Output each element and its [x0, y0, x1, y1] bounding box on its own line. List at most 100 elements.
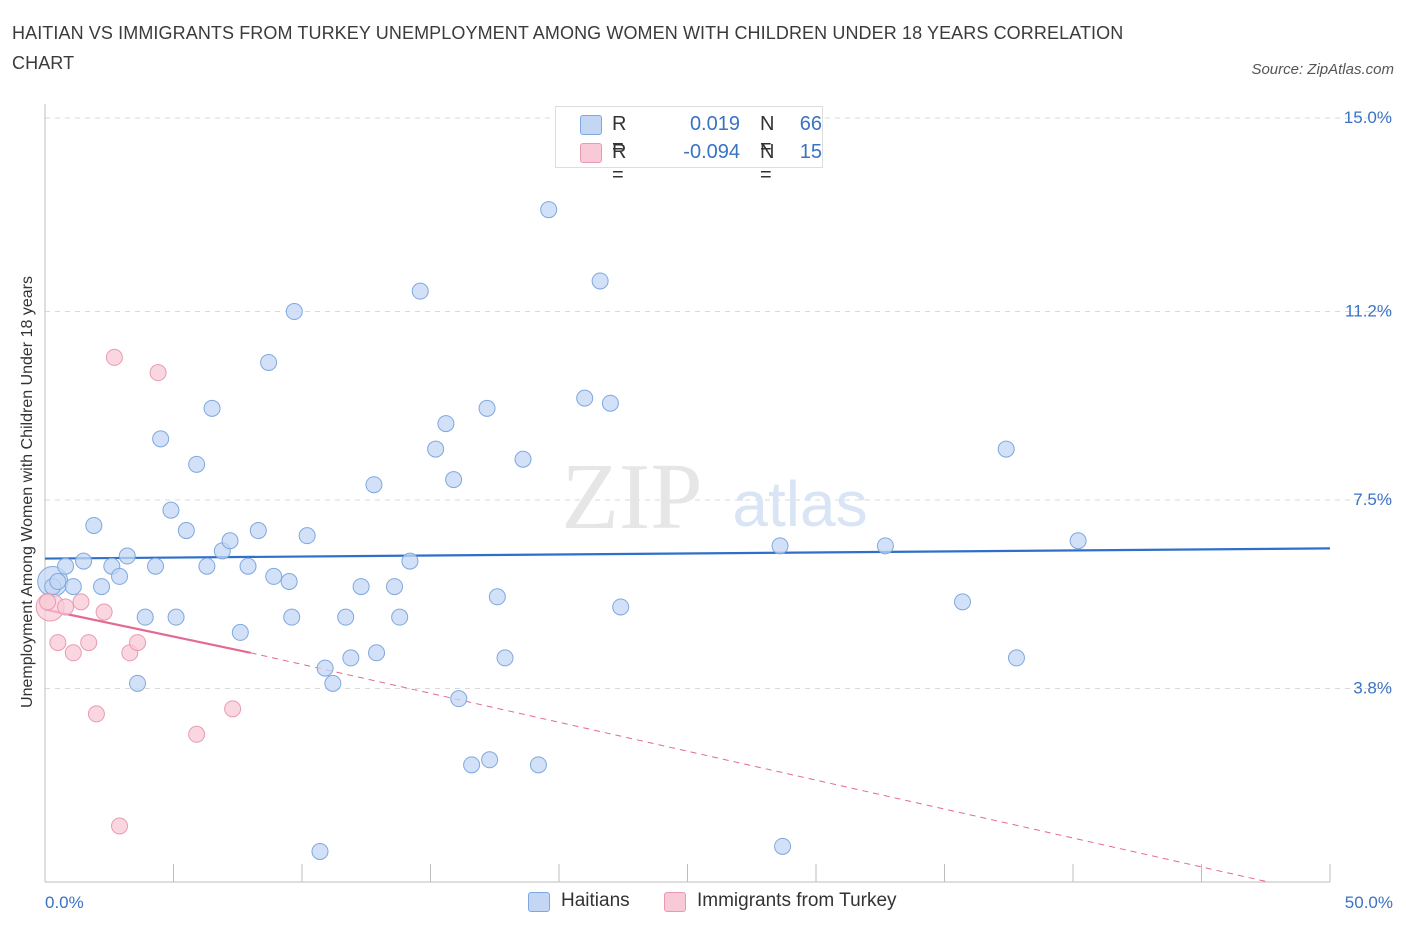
haitians-point: [496, 649, 514, 667]
haitians-point: [401, 552, 419, 570]
haitians-point: [260, 353, 278, 371]
haitians-point: [540, 201, 558, 219]
x-tick-label-max: 50.0%: [1345, 893, 1393, 912]
haitians-point: [198, 557, 216, 575]
haitians-point: [427, 440, 445, 458]
haitians-point: [481, 751, 499, 769]
haitians-point: [147, 557, 165, 575]
watermark-zip: ZIP: [562, 445, 703, 549]
haitians-point: [239, 557, 257, 575]
source-label: Source: ZipAtlas.com: [1251, 61, 1394, 78]
turkey-point: [188, 725, 206, 743]
turkey-point: [87, 705, 105, 723]
haitians-point: [1069, 532, 1087, 550]
turkey-point: [49, 634, 67, 652]
haitians-point: [85, 516, 103, 534]
data-points: [35, 201, 1087, 860]
haitians-point: [64, 578, 82, 596]
n-value: 66: [799, 113, 822, 135]
y-tick-label: 7.5%: [1353, 490, 1392, 509]
haitians-point: [576, 389, 594, 407]
haitians-point: [478, 399, 496, 417]
haitians-point: [774, 837, 792, 855]
haitians-point: [285, 303, 303, 321]
n-label: N =: [760, 113, 775, 158]
haitians-point: [129, 674, 147, 692]
haitians-point: [265, 567, 283, 585]
haitians-point: [75, 552, 93, 570]
haitians-point: [1007, 649, 1025, 667]
haitians-point: [386, 578, 404, 596]
haitians-point: [437, 415, 455, 433]
tick-labels: 3.8% 7.5% 11.2% 15.0% 0.0% 50.0%: [45, 108, 1393, 912]
turkey-point: [129, 634, 147, 652]
turkey-point: [224, 700, 242, 718]
haitians-point: [152, 430, 170, 448]
turkey-point: [72, 593, 90, 611]
haitians-point: [411, 282, 429, 300]
haitians-point: [997, 440, 1015, 458]
haitians-point: [337, 608, 355, 626]
r-value: -0.094: [683, 141, 740, 163]
haitians-point: [203, 399, 221, 417]
legend-label-turkey: Immigrants from Turkey: [697, 890, 897, 911]
haitians-point: [188, 455, 206, 473]
n-label: N =: [760, 141, 775, 186]
haitians-point: [57, 557, 75, 575]
haitians-point: [118, 547, 136, 565]
trend-lines: [44, 547, 1331, 883]
haitians-point: [445, 471, 463, 489]
haitians-point: [283, 608, 301, 626]
haitians-point: [514, 450, 532, 468]
turkey-point: [64, 644, 82, 662]
n-value: 15: [799, 141, 822, 163]
haitians-point: [162, 501, 180, 519]
haitians-point: [221, 532, 239, 550]
haitians-point: [49, 572, 67, 590]
y-tick-label: 3.8%: [1353, 678, 1392, 697]
haitians-point: [771, 537, 789, 555]
haitians-point: [876, 537, 894, 555]
turkey-point: [111, 817, 129, 835]
turkey-trend-extension: [250, 652, 1269, 883]
haitians-point: [529, 756, 547, 774]
haitians-point: [365, 476, 383, 494]
haitians-point: [280, 572, 298, 590]
turkey-point: [80, 634, 98, 652]
haitians-swatch: [580, 115, 602, 135]
turkey-trend-line: [44, 608, 251, 654]
r-label: R =: [612, 141, 627, 186]
haitians-point: [463, 756, 481, 774]
haitians-point: [167, 608, 185, 626]
haitians-point: [391, 608, 409, 626]
haitians-point: [953, 593, 971, 611]
haitians-point: [488, 588, 506, 606]
gridlines: [45, 117, 1392, 689]
chart-title: HAITIAN VS IMMIGRANTS FROM TURKEY UNEMPL…: [12, 23, 1124, 73]
haitians-point: [612, 598, 630, 616]
haitians-point: [298, 527, 316, 545]
haitians-point: [352, 578, 370, 596]
haitians-point: [368, 644, 386, 662]
turkey-swatch: [580, 143, 602, 163]
haitians-point: [342, 649, 360, 667]
haitians-point: [601, 394, 619, 412]
turkey-point: [39, 593, 57, 611]
turkey-point: [95, 603, 113, 621]
r-label: R =: [612, 113, 627, 158]
haitians-trend-line: [44, 547, 1331, 560]
haitians-point: [311, 842, 329, 860]
y-tick-label: 11.2%: [1345, 302, 1392, 321]
haitians-point: [249, 522, 267, 540]
haitians-swatch: [528, 892, 550, 912]
haitians-point: [316, 659, 334, 677]
turkey-point: [57, 598, 75, 616]
haitians-point: [231, 623, 249, 641]
haitians-point: [136, 608, 154, 626]
watermark-atlas: atlas: [732, 468, 867, 540]
y-tick-label: 15.0%: [1344, 108, 1392, 127]
haitians-point: [93, 578, 111, 596]
r-value: 0.019: [689, 113, 740, 135]
x-tick-label-min: 0.0%: [45, 893, 84, 912]
axes: [44, 104, 1331, 883]
